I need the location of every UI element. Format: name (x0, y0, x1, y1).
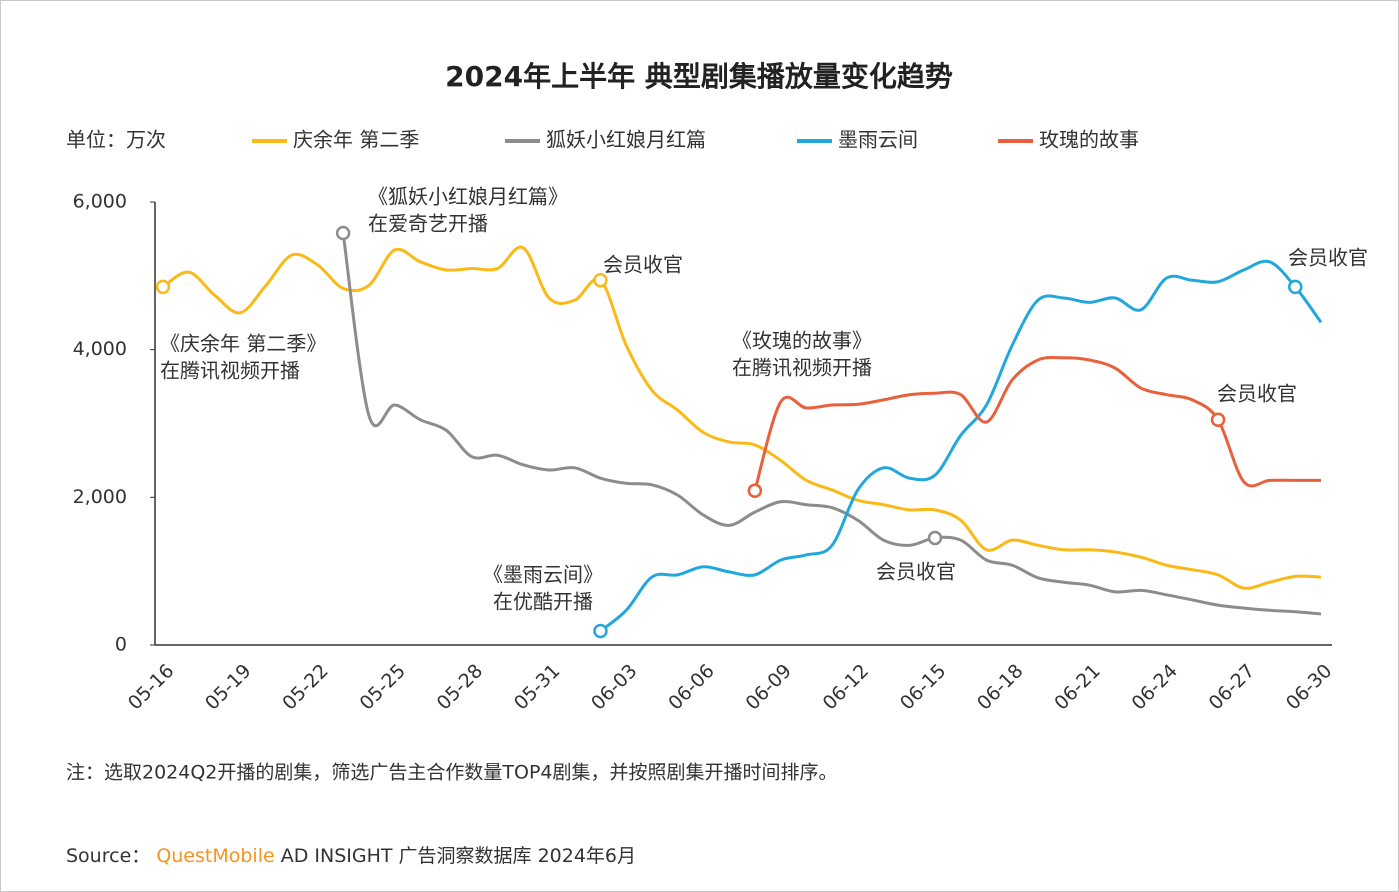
source-label: Source： (66, 845, 150, 867)
annotation-marker (927, 530, 943, 546)
annotation-text: 会员收官 (1217, 382, 1297, 406)
annotation-marker (1210, 412, 1226, 428)
annotation-marker (1288, 279, 1303, 295)
annotation-text: 会员收官 (876, 560, 956, 584)
legend-label: 玫瑰的故事 (1039, 128, 1139, 152)
annotation-text: 会员收官 (1288, 246, 1368, 270)
annotation-text: 在优酷开播 (493, 590, 593, 614)
annotation-marker (593, 273, 608, 288)
annotation-marker (747, 483, 763, 498)
series-line (599, 259, 1323, 633)
y-tick-label: 4,000 (73, 338, 127, 360)
annotation-text: 《庆余年 第二季》 (160, 332, 326, 356)
annotation-text: 在腾讯视频开播 (160, 359, 300, 383)
source-text: AD INSIGHT 广告洞察数据库 2024年6月 (281, 845, 636, 867)
legend-label: 庆余年 第二季 (293, 128, 419, 152)
series-line (341, 232, 1322, 616)
legend-label: 狐妖小红娘月红篇 (546, 128, 706, 152)
annotation-text: 《墨雨云间》 (483, 563, 603, 587)
legend-label: 墨雨云间 (838, 128, 918, 152)
y-tick-label: 2,000 (73, 486, 127, 508)
y-tick-label: 6,000 (73, 191, 127, 213)
y-tick-label: 0 (115, 634, 127, 656)
annotation-text: 会员收官 (603, 253, 683, 277)
annotation-text: 《玫瑰的故事》 (732, 329, 872, 353)
source-brand: QuestMobile (156, 845, 274, 867)
footnote: 注：选取2024Q2开播的剧集，筛选广告主合作数量TOP4剧集，并按照剧集开播时… (66, 762, 838, 784)
annotation-text: 《狐妖小红娘月红篇》 (368, 185, 568, 209)
annotation-marker (335, 225, 351, 241)
unit-label: 单位：万次 (66, 128, 166, 152)
series-line (753, 356, 1321, 492)
chart-title: 2024年上半年 典型剧集播放量变化趋势 (445, 60, 953, 93)
source: Source： QuestMobile AD INSIGHT 广告洞察数据库 2… (66, 845, 636, 867)
annotation-text: 在爱奇艺开播 (368, 212, 488, 236)
series-line (162, 245, 1322, 590)
annotation-text: 在腾讯视频开播 (732, 356, 872, 380)
annotation-marker (593, 623, 608, 639)
annotation-marker (155, 279, 171, 295)
